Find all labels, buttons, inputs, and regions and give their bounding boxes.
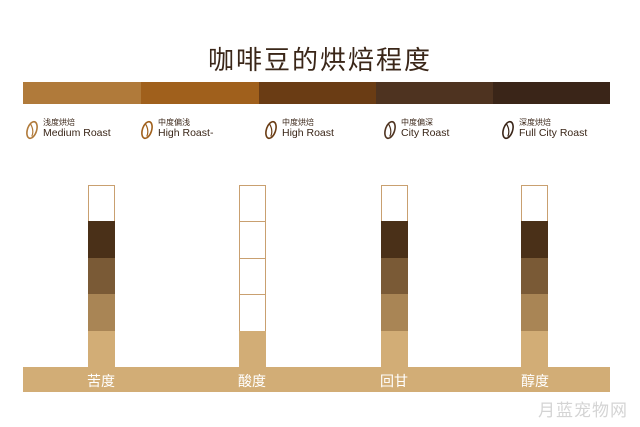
level-column-body xyxy=(521,185,548,369)
level-cell xyxy=(88,257,115,295)
roast-segment-high xyxy=(259,82,376,104)
level-cell xyxy=(521,294,548,331)
level-cell xyxy=(239,257,266,295)
level-cell xyxy=(381,185,408,222)
level-cell xyxy=(239,294,266,331)
roast-segment-high-minus xyxy=(141,82,259,104)
roast-name-en: Full City Roast xyxy=(519,127,588,139)
level-cell xyxy=(521,185,548,222)
roast-name-en: Medium Roast xyxy=(43,127,111,139)
level-column-acidity xyxy=(239,185,266,369)
level-cell xyxy=(239,330,266,369)
level-cell xyxy=(381,257,408,295)
level-cell xyxy=(521,257,548,295)
attribute-label-bitterness: 苦度 xyxy=(87,374,115,390)
level-cell xyxy=(239,221,266,258)
coffee-bean-icon xyxy=(141,120,153,140)
roast-segment-medium xyxy=(23,82,141,104)
level-cell xyxy=(381,221,408,258)
watermark: 月蓝宠物网 xyxy=(538,401,628,421)
level-cell xyxy=(88,330,115,369)
page-title: 咖啡豆的烘焙程度 xyxy=(207,46,432,76)
level-cell xyxy=(88,221,115,258)
attribute-label-aftertaste: 回甘 xyxy=(380,374,408,390)
roast-name-en: High Roast xyxy=(282,127,334,139)
coffee-bean-icon xyxy=(502,120,514,140)
roast-name-en: City Roast xyxy=(401,127,450,139)
roast-name-cn: 浅度烘焙 xyxy=(43,118,75,127)
roast-name-cn: 深度烘焙 xyxy=(519,118,551,127)
roast-gradient-bar xyxy=(23,82,610,104)
level-cell xyxy=(88,185,115,222)
level-cell xyxy=(381,294,408,331)
roast-name-cn: 中度偏浅 xyxy=(158,118,190,127)
coffee-bean-icon xyxy=(384,120,396,140)
level-column-bitterness xyxy=(88,185,115,369)
level-cell xyxy=(88,294,115,331)
roast-name-en: High Roast- xyxy=(158,127,214,139)
level-column-aftertaste xyxy=(381,185,408,369)
level-cell xyxy=(521,221,548,258)
attribute-label-acidity: 酸度 xyxy=(238,374,266,390)
coffee-bean-icon xyxy=(26,120,38,140)
level-cell xyxy=(381,330,408,369)
base-band xyxy=(23,367,610,392)
roast-name-cn: 中度烘焙 xyxy=(282,118,314,127)
roast-segment-city xyxy=(376,82,493,104)
roast-name-cn: 中度偏深 xyxy=(401,118,433,127)
roast-segment-full-city xyxy=(493,82,610,104)
coffee-bean-icon xyxy=(265,120,277,140)
attribute-label-body: 醇度 xyxy=(521,374,549,390)
level-cell xyxy=(239,185,266,222)
level-cell xyxy=(521,330,548,369)
